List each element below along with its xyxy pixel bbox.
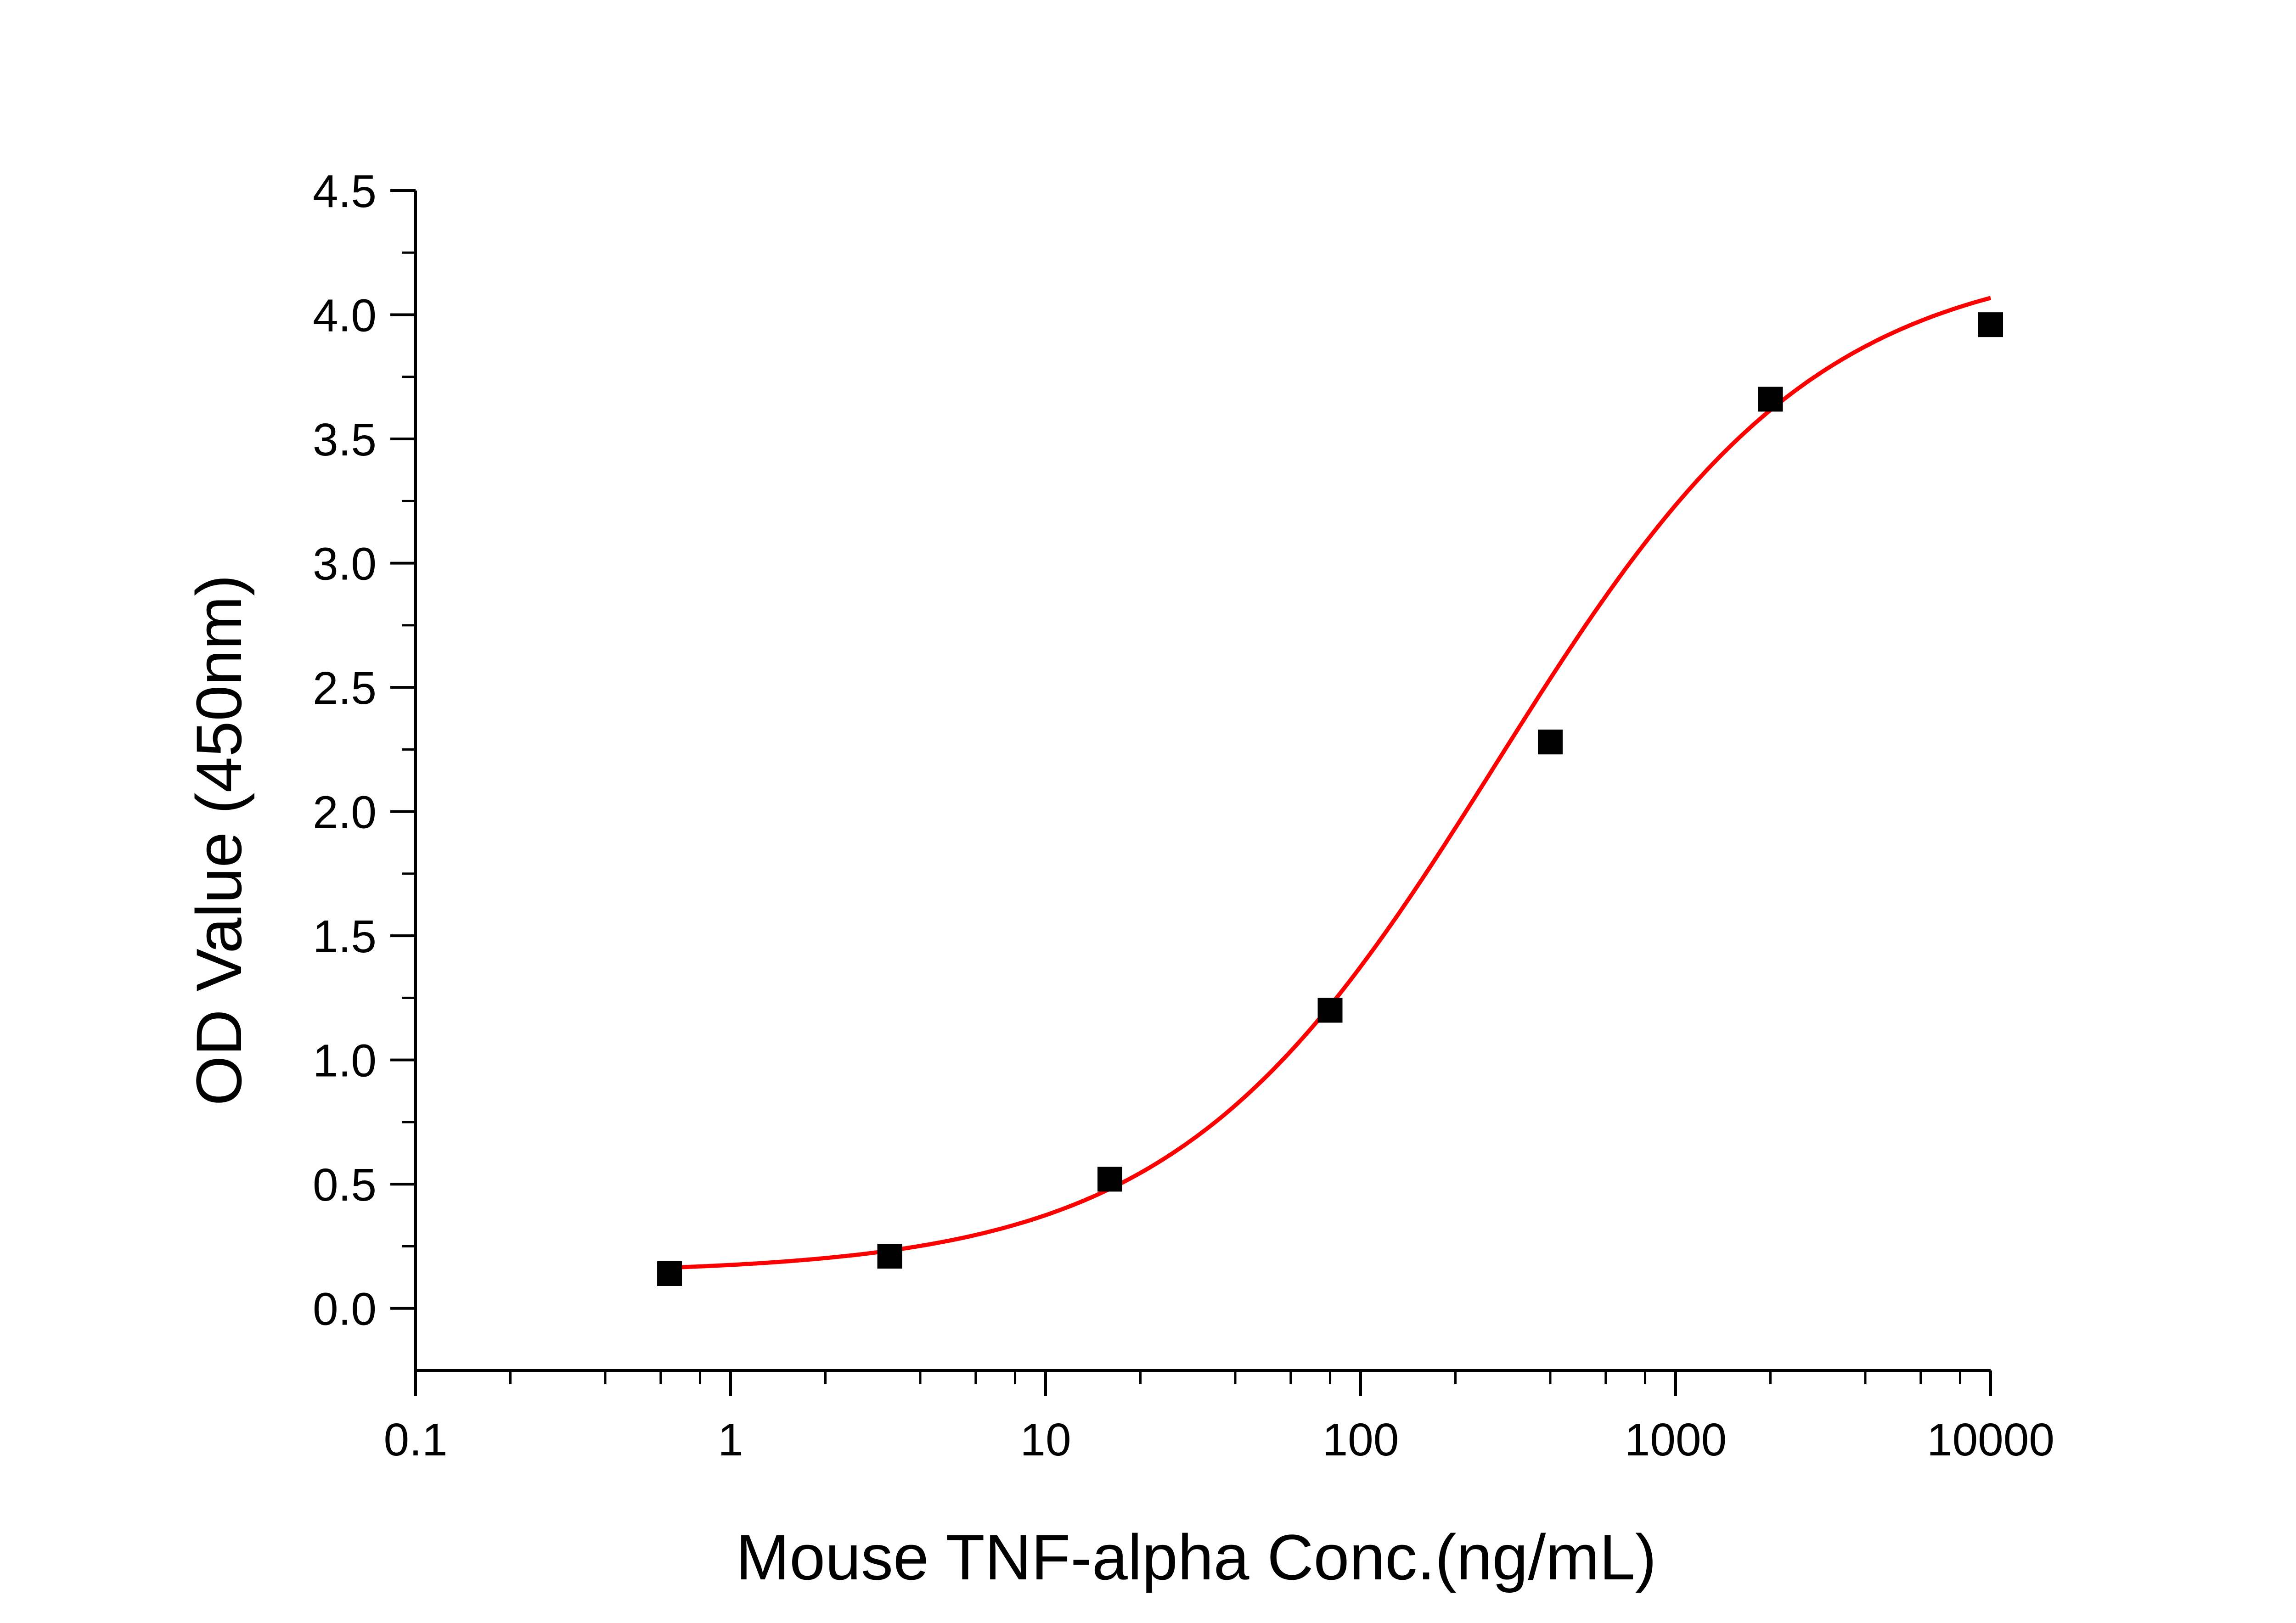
data-point <box>1097 1167 1123 1192</box>
y-tick-label: 3.5 <box>313 414 377 466</box>
y-tick-label: 3.0 <box>313 539 377 590</box>
x-tick-label: 100 <box>1322 1414 1399 1466</box>
fit-curve <box>669 296 1992 1270</box>
x-tick-label: 1 <box>718 1414 743 1466</box>
y-tick-label: 2.5 <box>313 663 377 714</box>
y-tick-label: 2.0 <box>313 787 377 838</box>
x-tick-label: 10000 <box>1927 1414 2054 1466</box>
data-point <box>1538 730 1563 755</box>
data-point <box>1317 998 1343 1023</box>
axes: 0.0 0.5 1.0 1.5 2.0 2.5 3.0 3.5 4.0 4.5 0.1 1 10 100 1… <box>313 166 2054 1466</box>
data-point <box>877 1244 902 1269</box>
data-point <box>657 1261 682 1286</box>
y-tick-label: 0.5 <box>313 1159 377 1211</box>
y-tick-label: 4.0 <box>313 290 377 342</box>
data-point <box>1758 387 1783 412</box>
data-points <box>657 312 2003 1286</box>
y-tick-label: 4.5 <box>313 166 377 217</box>
data-point <box>1978 312 2003 337</box>
y-tick-label: 1.5 <box>313 911 377 962</box>
x-tick-label: 0.1 <box>383 1414 447 1466</box>
x-axis-title: Mouse TNF-alpha Conc.(ng/mL) <box>736 1521 1657 1593</box>
x-tick-label: 10 <box>1020 1414 1071 1466</box>
fit-curve-layer <box>669 296 1992 1270</box>
y-tick-label: 1.0 <box>313 1035 377 1087</box>
y-axis-title: OD Value (450nm) <box>183 575 255 1106</box>
y-tick-label: 0.0 <box>313 1284 377 1335</box>
x-tick-label: 1000 <box>1625 1414 1727 1466</box>
